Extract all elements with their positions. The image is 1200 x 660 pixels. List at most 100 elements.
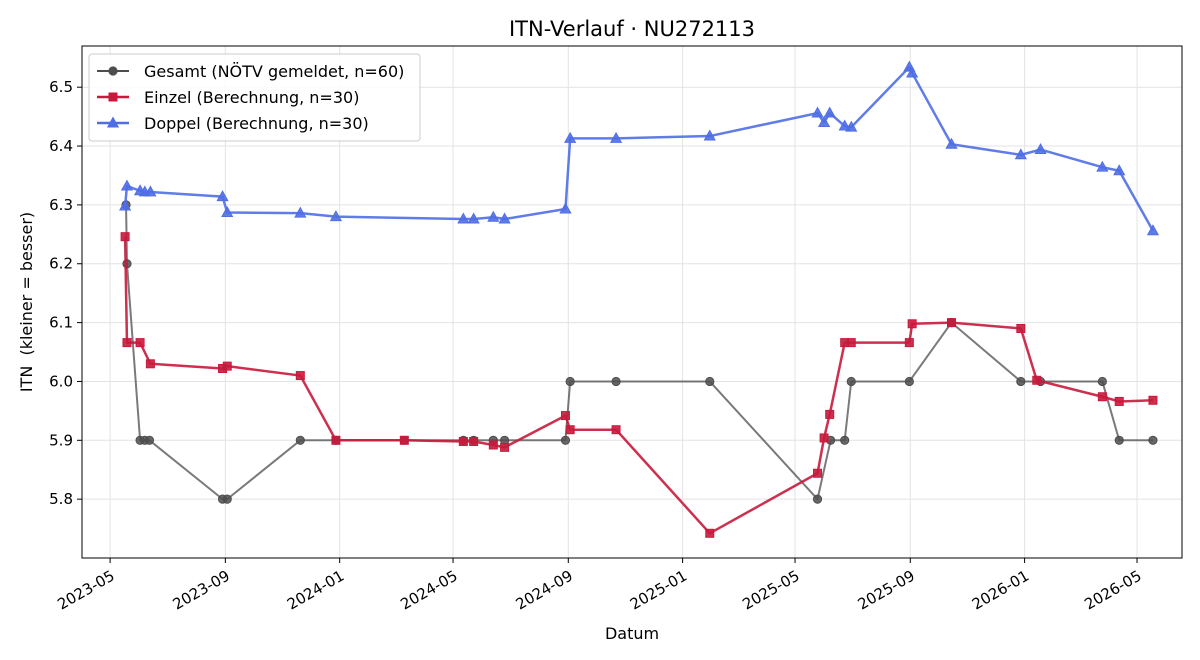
data-point-doppel bbox=[329, 210, 343, 222]
data-point-gesamt bbox=[904, 376, 914, 387]
data-point-gesamt bbox=[840, 435, 850, 445]
series-gesamt bbox=[121, 200, 1158, 504]
data-point-doppel bbox=[144, 185, 157, 197]
data-point-gesamt bbox=[1097, 376, 1107, 387]
data-point-einzel bbox=[145, 359, 155, 369]
data-point-gesamt bbox=[122, 259, 132, 269]
series-doppel bbox=[119, 60, 1160, 236]
data-point-einzel bbox=[1114, 396, 1124, 406]
data-point-gesamt bbox=[1148, 435, 1158, 445]
data-point-doppel bbox=[1014, 148, 1027, 160]
data-point-einzel bbox=[813, 468, 823, 478]
data-point-doppel bbox=[221, 206, 234, 217]
data-point-doppel bbox=[216, 190, 229, 202]
data-point-einzel bbox=[399, 435, 409, 445]
legend-label: Gesamt (NÖTV gemeldet, n=60) bbox=[144, 62, 404, 81]
y-tick-label: 5.8 bbox=[49, 490, 73, 508]
y-tick-label: 6.4 bbox=[49, 137, 73, 155]
data-point-doppel bbox=[609, 131, 623, 143]
legend-swatch-marker bbox=[106, 116, 120, 128]
series-layer bbox=[119, 60, 1160, 538]
y-tick-label: 6.3 bbox=[49, 196, 73, 214]
legend-swatch-marker bbox=[108, 92, 118, 102]
data-point-doppel bbox=[703, 129, 716, 141]
data-point-einzel bbox=[846, 338, 856, 348]
data-point-einzel bbox=[222, 361, 232, 371]
data-point-doppel bbox=[119, 199, 132, 211]
data-point-einzel bbox=[819, 433, 829, 443]
y-tick-label: 6.2 bbox=[49, 255, 73, 273]
series-einzel bbox=[120, 232, 1158, 538]
data-point-gesamt bbox=[560, 435, 571, 445]
data-point-einzel bbox=[500, 442, 510, 452]
data-point-doppel bbox=[817, 115, 831, 127]
x-axis-title: Datum bbox=[605, 624, 659, 643]
data-point-doppel bbox=[1034, 143, 1047, 155]
data-point-doppel bbox=[945, 137, 958, 149]
data-point-einzel bbox=[488, 440, 498, 450]
data-point-doppel bbox=[564, 131, 577, 143]
data-point-doppel bbox=[294, 206, 307, 218]
legend-item-gesamt: Gesamt (NÖTV gemeldet, n=60) bbox=[97, 62, 404, 81]
data-point-einzel bbox=[1032, 375, 1042, 385]
data-point-doppel bbox=[120, 179, 134, 191]
data-point-doppel bbox=[1113, 164, 1126, 176]
series-line-doppel bbox=[123, 65, 1155, 232]
y-tick-label: 5.9 bbox=[49, 431, 73, 449]
legend-box bbox=[88, 53, 421, 142]
data-point-doppel bbox=[838, 119, 851, 131]
legend-swatch-marker bbox=[108, 66, 118, 76]
data-point-doppel bbox=[487, 210, 500, 222]
data-point-einzel bbox=[458, 436, 468, 446]
data-point-doppel bbox=[845, 120, 858, 132]
data-point-einzel bbox=[904, 338, 914, 348]
data-point-einzel bbox=[1016, 323, 1026, 333]
data-point-gesamt bbox=[222, 494, 232, 504]
data-point-gesamt bbox=[705, 376, 715, 387]
data-point-einzel bbox=[120, 232, 130, 242]
data-point-doppel bbox=[467, 212, 480, 224]
data-point-doppel bbox=[811, 106, 824, 118]
y-tick-label: 6.5 bbox=[49, 78, 73, 96]
data-point-gesamt bbox=[611, 376, 621, 387]
data-point-doppel bbox=[498, 212, 511, 224]
data-point-doppel bbox=[823, 106, 836, 118]
plot-frame bbox=[81, 45, 1183, 559]
data-point-einzel bbox=[135, 338, 145, 348]
y-tick-label: 6.0 bbox=[49, 372, 73, 390]
data-point-einzel bbox=[1148, 395, 1158, 405]
data-point-einzel bbox=[611, 425, 621, 435]
legend-item-einzel: Einzel (Berechnung, n=30) bbox=[97, 88, 359, 107]
legend-label: Doppel (Berechnung, n=30) bbox=[144, 114, 369, 133]
data-point-einzel bbox=[560, 411, 570, 421]
data-point-einzel bbox=[295, 371, 305, 381]
data-point-einzel bbox=[565, 425, 575, 435]
data-point-doppel bbox=[559, 202, 572, 214]
data-point-doppel bbox=[457, 212, 470, 224]
data-point-gesamt bbox=[295, 435, 305, 445]
data-point-einzel bbox=[469, 436, 479, 446]
data-point-einzel bbox=[907, 319, 917, 329]
data-point-einzel bbox=[122, 338, 132, 348]
data-point-gesamt bbox=[1016, 376, 1026, 387]
data-point-doppel bbox=[1096, 160, 1109, 172]
chart-title: ITN-Verlauf · NU272113 bbox=[509, 17, 755, 41]
data-point-gesamt bbox=[846, 376, 856, 387]
legend: Gesamt (NÖTV gemeldet, n=60) Einzel (Bere… bbox=[88, 53, 421, 142]
data-point-einzel bbox=[825, 409, 835, 419]
data-point-doppel bbox=[1146, 224, 1160, 236]
legend-item-doppel: Doppel (Berechnung, n=30) bbox=[97, 114, 369, 133]
y-tick-label: 6.1 bbox=[49, 314, 73, 332]
legend-label: Einzel (Berechnung, n=30) bbox=[144, 88, 359, 107]
data-point-einzel bbox=[331, 435, 341, 445]
data-point-gesamt bbox=[812, 494, 823, 504]
y-axis-title: ITN (kleiner = besser) bbox=[17, 212, 36, 392]
data-point-einzel bbox=[1097, 392, 1107, 402]
data-point-doppel bbox=[906, 66, 919, 78]
data-point-einzel bbox=[947, 318, 957, 328]
data-point-gesamt bbox=[1114, 435, 1124, 445]
data-point-einzel bbox=[705, 528, 715, 538]
data-point-gesamt bbox=[565, 376, 575, 387]
data-point-gesamt bbox=[144, 435, 155, 445]
